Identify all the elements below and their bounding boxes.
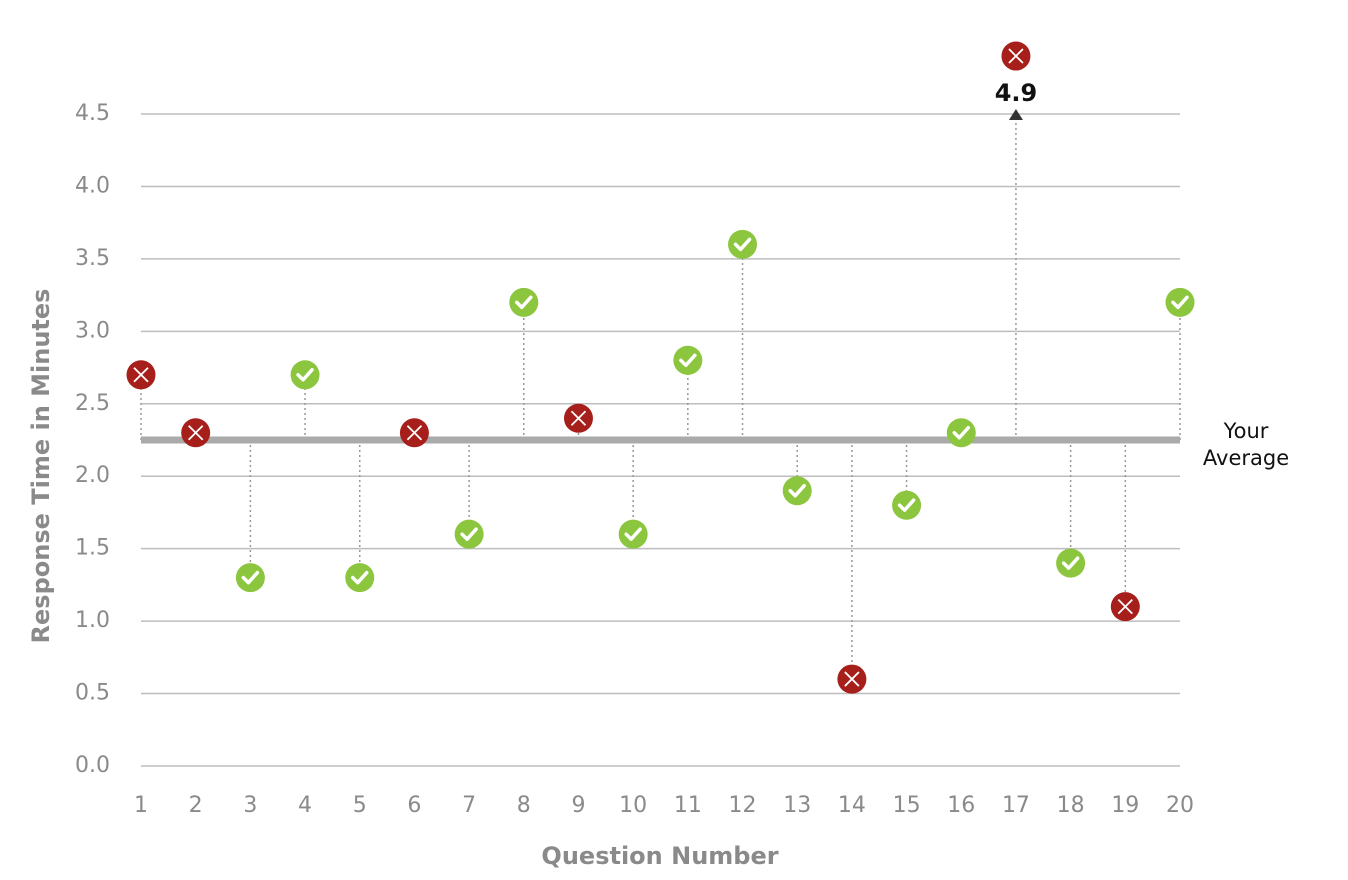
check-icon [241,570,260,585]
x-tick-label: 7 [462,793,476,818]
check-icon [460,527,478,541]
x-tick-label: 19 [1111,793,1139,818]
point [1056,548,1086,578]
x-icon [570,410,587,426]
check-icon [788,483,806,498]
check-icon [350,570,369,585]
x-icon [188,425,204,441]
point [345,563,375,593]
y-tick-label: 3.5 [75,246,110,271]
x-axis-title: Question Number [541,842,778,870]
point [728,229,758,259]
x-tick-label: 11 [674,793,702,818]
y-tick-label: 2.0 [75,463,110,488]
overflow-arrow [1008,109,1023,120]
check-icon [1061,556,1080,570]
point [454,519,484,549]
x-tick-label: 9 [571,793,585,818]
y-tick-label: 0.0 [75,753,110,778]
x-tick-label: 10 [619,793,647,818]
check-icon [515,295,533,310]
y-tick-label: 2.5 [75,391,110,416]
check-icon [897,498,916,512]
average-label: Your Average [1202,419,1290,470]
x-tick-label: 14 [838,793,866,818]
y-tick-label: 3.0 [75,318,110,343]
point [946,418,976,448]
y-tick-label: 4.5 [75,101,110,126]
x-tick-label: 12 [729,793,757,818]
x-tick-label: 5 [353,793,367,818]
x-icon [406,425,423,441]
check-icon [733,237,752,252]
x-tick-label: 20 [1166,793,1194,818]
check-icon [296,368,314,382]
y-tick-label: 1.0 [75,608,110,633]
check-icon [952,426,971,440]
point [673,345,703,375]
point [892,490,922,520]
x-tick-label: 13 [783,793,811,818]
x-tick-label: 17 [1002,793,1030,818]
x-tick-label: 8 [517,793,531,818]
point [290,360,320,390]
x-tick-label: 4 [298,793,312,818]
point [235,563,265,593]
x-tick-label: 16 [947,793,975,818]
point [782,476,812,506]
x-tick-label: 1 [134,793,148,818]
point [509,287,539,317]
y-tick-label: 0.5 [75,681,110,706]
check-icon [1171,295,1189,310]
y-axis-title: Response Time in Minutes [27,289,55,644]
x-icon [844,671,860,687]
x-icon [1008,48,1024,64]
value-label: 4.9 [995,79,1038,107]
x-tick-label: 15 [893,793,921,818]
y-tick-label: 4.0 [75,173,110,198]
x-icon [133,367,149,383]
point [1165,287,1195,317]
x-tick-label: 2 [189,793,203,818]
x-tick-label: 18 [1057,793,1085,818]
point [618,519,648,549]
y-tick-label: 1.5 [75,536,110,561]
x-icon [1117,598,1133,615]
check-icon [679,353,697,368]
x-tick-label: 3 [243,793,257,818]
x-tick-label: 6 [407,793,421,818]
check-icon [624,527,642,541]
